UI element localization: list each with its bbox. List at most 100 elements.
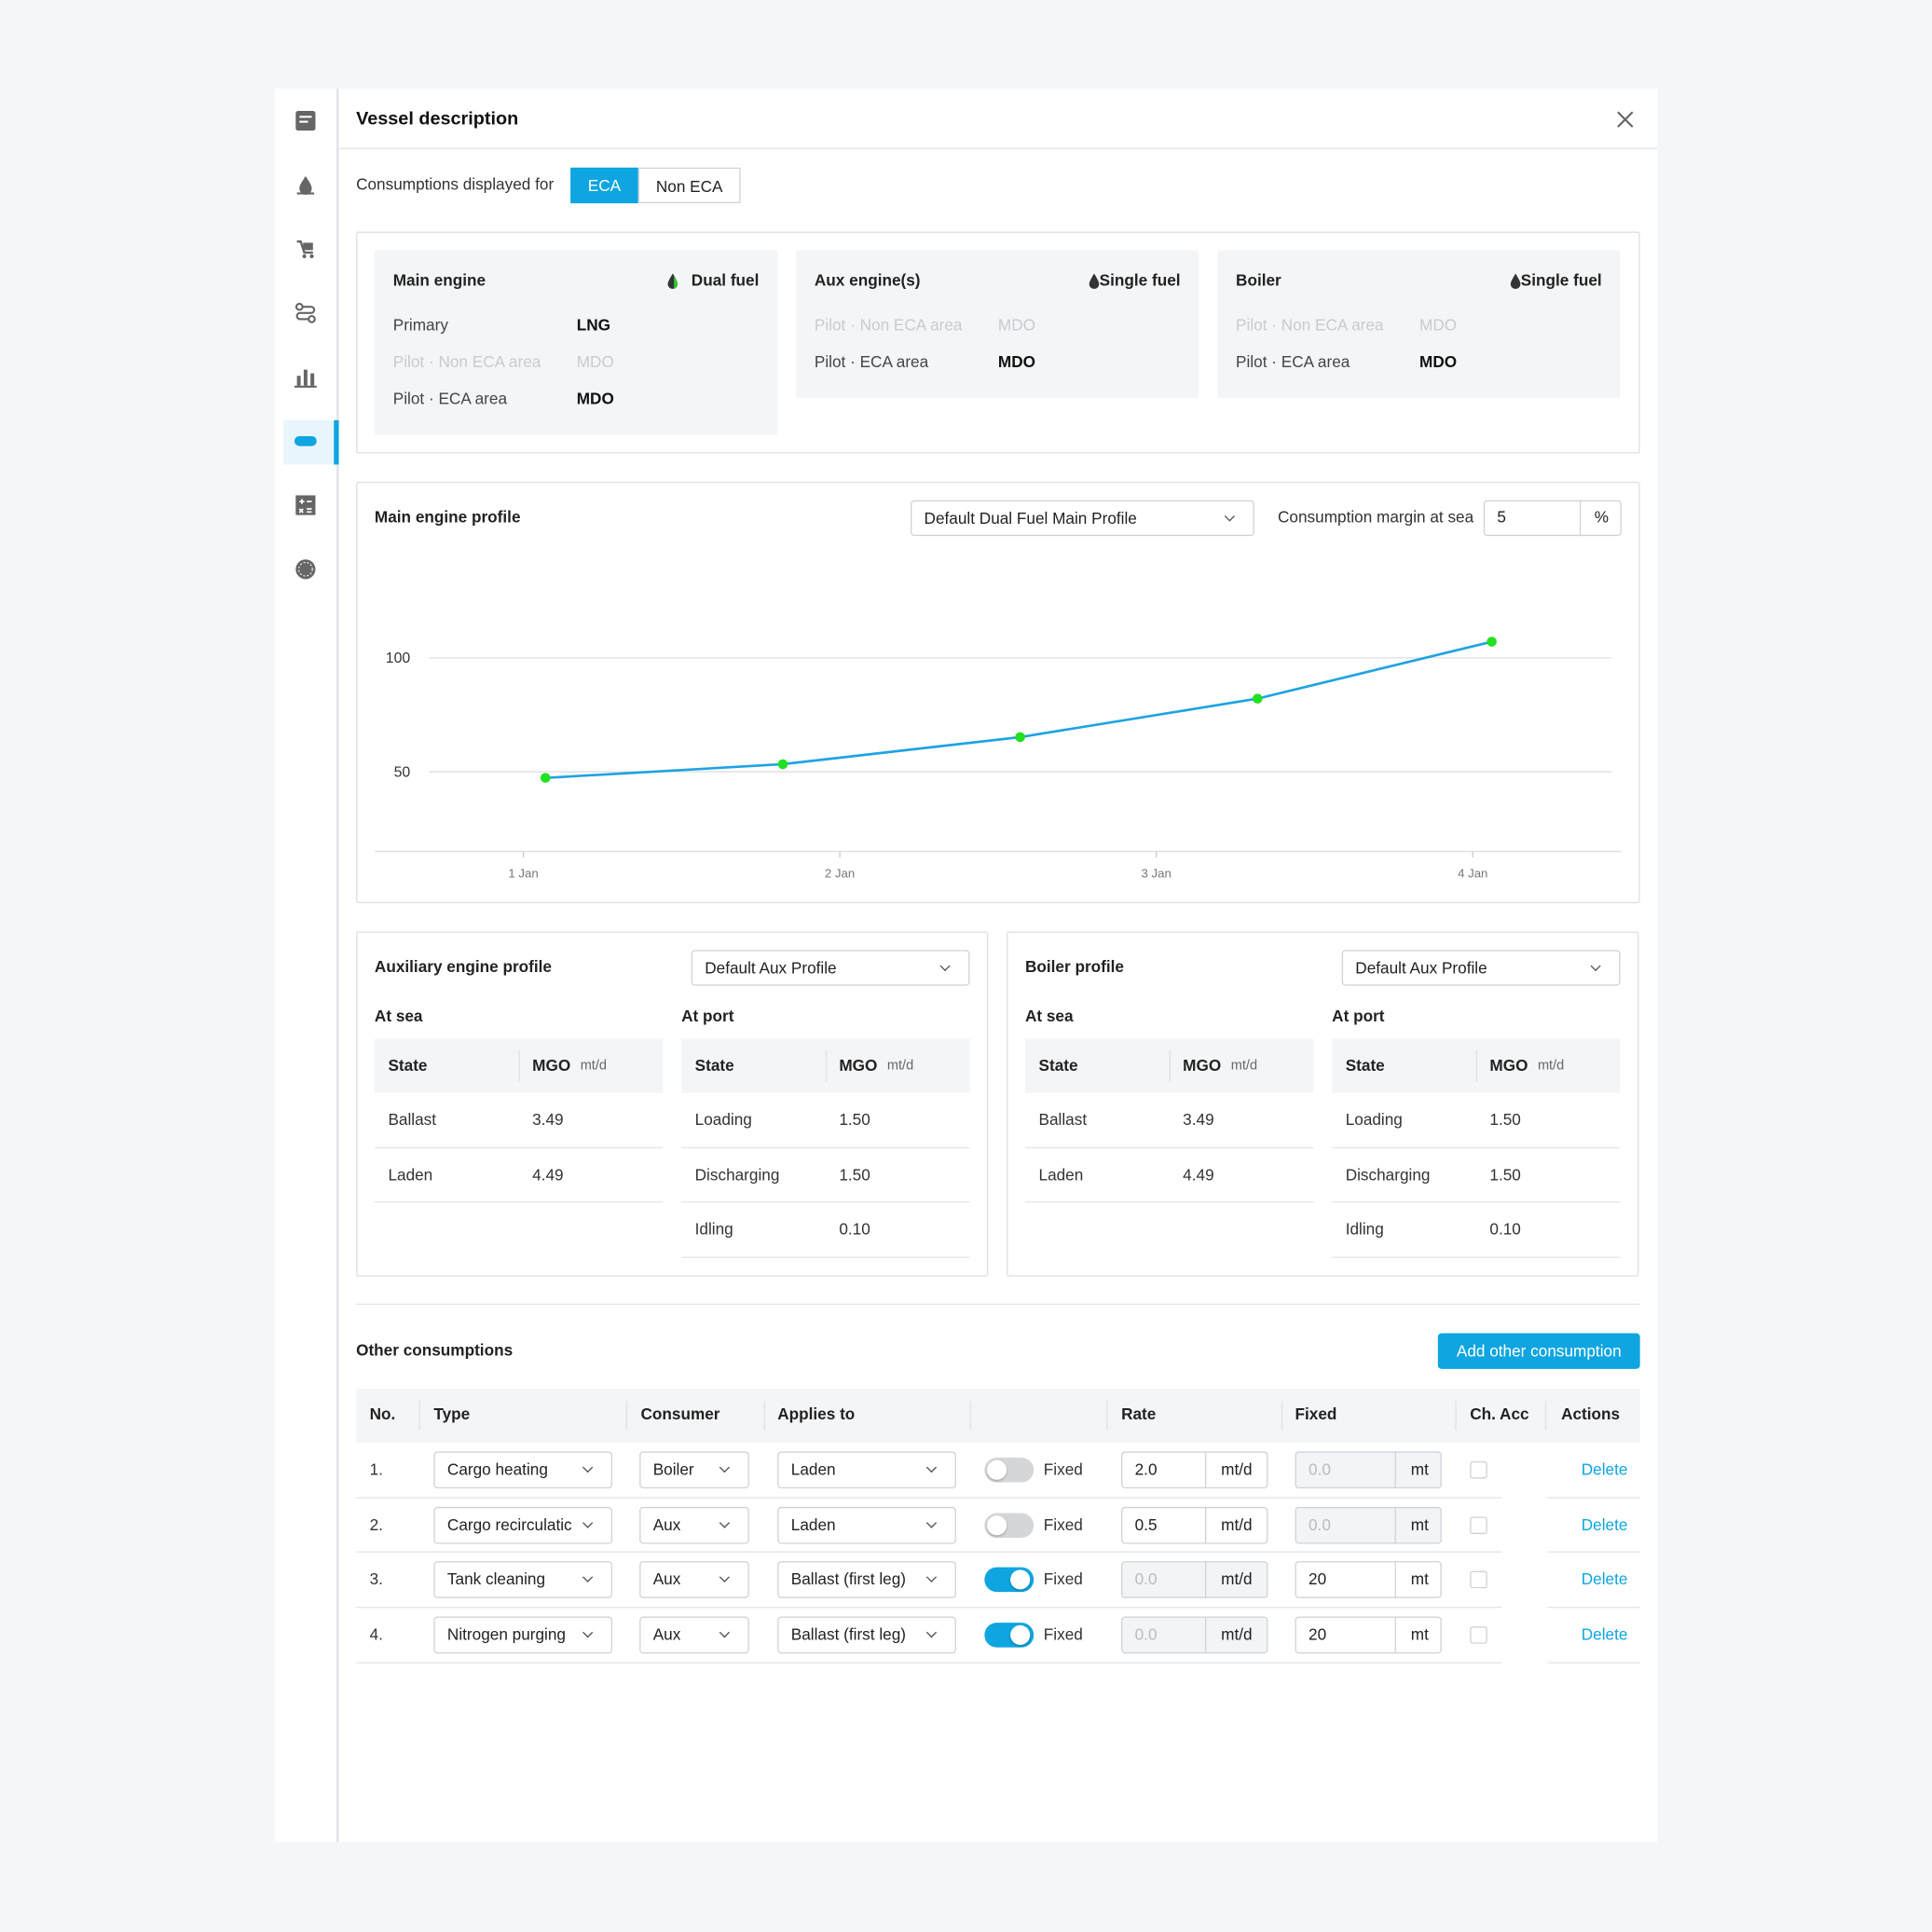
switch-knob	[1010, 1569, 1031, 1590]
input-separator	[1579, 500, 1582, 537]
checkbox[interactable]	[1470, 1516, 1487, 1534]
fuel-row-label: Pilot · ECA area	[1236, 352, 1350, 371]
column-header: MGO	[839, 1056, 878, 1075]
cell: 1.	[369, 1459, 383, 1479]
icon	[295, 559, 316, 580]
input-unit: mt/d	[1221, 1514, 1253, 1534]
column-header: State	[388, 1056, 428, 1075]
consumer-select[interactable]	[639, 1506, 749, 1544]
row-border	[356, 1551, 1502, 1554]
section-title: Other consumptions	[356, 1340, 514, 1360]
profile-select-value: Default Dual Fuel Main Profile	[924, 508, 1137, 528]
sidebar-icon[interactable]	[294, 108, 318, 132]
header-separator	[825, 1049, 828, 1082]
number-input[interactable]	[1121, 1506, 1268, 1544]
consumer-select[interactable]	[639, 1451, 749, 1489]
row-border	[1547, 1606, 1640, 1609]
sidebar-icon[interactable]	[294, 237, 318, 261]
number-input[interactable]	[1295, 1616, 1442, 1654]
number-input[interactable]	[1121, 1451, 1268, 1489]
header-separator	[1169, 1049, 1171, 1082]
x-tick-label: 1 Jan	[508, 866, 538, 880]
checkbox[interactable]	[1470, 1571, 1487, 1589]
column-header: MGO	[532, 1056, 571, 1075]
switch-knob	[1010, 1624, 1031, 1646]
table-header	[356, 1388, 1640, 1444]
profile-section	[1007, 931, 1639, 1277]
drop-icon	[667, 273, 678, 290]
close-button[interactable]	[1614, 108, 1637, 130]
add-button[interactable]: Add other consumption	[1437, 1333, 1640, 1369]
close-icon	[1617, 111, 1634, 128]
applies-select[interactable]	[777, 1616, 956, 1654]
sidebar-icon[interactable]	[294, 493, 318, 517]
drop-icon	[1510, 273, 1521, 290]
cell: Laden	[388, 1165, 433, 1185]
cell: 0.10	[1489, 1220, 1521, 1240]
column-header: Consumer	[640, 1404, 720, 1423]
applies-select-value: Laden	[790, 1514, 836, 1534]
delete-link[interactable]: Delete	[1581, 1569, 1628, 1589]
cell: 4.49	[532, 1165, 564, 1185]
cell: Loading	[694, 1110, 752, 1130]
input-value: 20	[1309, 1624, 1327, 1644]
divider	[338, 147, 1658, 149]
applies-select[interactable]	[777, 1561, 956, 1599]
fuel-row-label: Pilot · Non ECA area	[392, 352, 541, 371]
margin-input[interactable]	[1483, 500, 1622, 537]
type-select[interactable]	[433, 1451, 613, 1489]
number-input	[1121, 1561, 1268, 1599]
number-input	[1121, 1616, 1268, 1654]
card-title: Main engine	[392, 270, 486, 290]
sidebar-icon[interactable]	[294, 301, 318, 325]
fuel-type: Dual fuel	[691, 270, 760, 290]
toggle-option[interactable]: Non ECA	[637, 167, 741, 204]
x-tick-label: 4 Jan	[1458, 866, 1487, 880]
applies-select[interactable]	[777, 1451, 956, 1489]
delete-link[interactable]: Delete	[1581, 1459, 1628, 1479]
column-header: No.	[369, 1404, 396, 1423]
applies-select-value: Laden	[790, 1459, 836, 1479]
profile-select[interactable]	[911, 500, 1254, 537]
profile-select[interactable]	[1341, 950, 1621, 986]
data-point	[1015, 732, 1025, 743]
x-tick-label: 2 Jan	[825, 866, 855, 880]
header-separator	[1106, 1401, 1108, 1431]
row-border	[1332, 1201, 1621, 1203]
data-point	[1253, 693, 1263, 704]
consumer-select[interactable]	[639, 1561, 749, 1599]
row-border	[356, 1496, 1502, 1498]
fuel-row-value: MDO	[1419, 352, 1458, 371]
applies-select[interactable]	[777, 1506, 956, 1544]
sidebar-active-bar	[334, 419, 339, 465]
icon	[296, 240, 314, 259]
icon	[295, 302, 316, 323]
sidebar	[275, 89, 339, 1843]
header-separator	[969, 1401, 971, 1431]
fuel-type: Single fuel	[1520, 270, 1602, 290]
type-select[interactable]	[433, 1506, 613, 1544]
type-select[interactable]	[433, 1561, 613, 1599]
sidebar-icon[interactable]	[294, 364, 318, 389]
type-select[interactable]	[433, 1616, 613, 1654]
switch-label: Fixed	[1043, 1514, 1083, 1534]
fuel-row-value: MDO	[576, 389, 614, 408]
sidebar-icon[interactable]	[294, 172, 318, 197]
input-value: 0.0	[1309, 1459, 1331, 1479]
delete-link[interactable]: Delete	[1581, 1514, 1628, 1534]
profile-select[interactable]	[691, 950, 970, 986]
sidebar-icon[interactable]	[294, 429, 318, 453]
row-border	[356, 1606, 1502, 1609]
column-unit: mt/d	[1230, 1058, 1258, 1074]
cell: 3.49	[532, 1110, 564, 1130]
number-input[interactable]	[1295, 1561, 1442, 1599]
sidebar-icon[interactable]	[294, 557, 318, 582]
delete-link[interactable]: Delete	[1581, 1624, 1628, 1644]
checkbox[interactable]	[1470, 1626, 1487, 1644]
consumer-select[interactable]	[639, 1616, 749, 1654]
profile-section	[356, 931, 989, 1277]
checkbox[interactable]	[1470, 1460, 1487, 1479]
toggle-option[interactable]: ECA	[570, 167, 638, 204]
input-separator	[1394, 1451, 1396, 1489]
